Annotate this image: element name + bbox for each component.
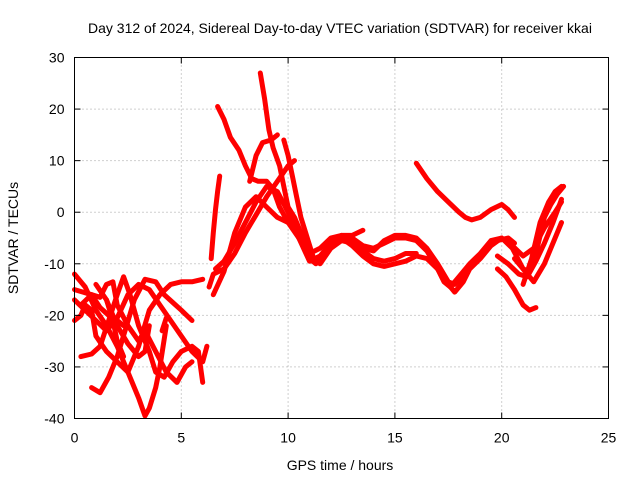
series-arc-9 [104,297,127,360]
series-arc-6 [89,276,195,396]
series-arc-8 [72,287,127,329]
series-arc-5 [78,274,206,385]
x-tick-label: 0 [71,430,79,446]
data-series-group [72,70,567,419]
y-tick-label: -40 [44,411,64,427]
series-arc-18 [208,173,223,262]
series-arc-10 [159,315,169,334]
x-tick-label: 15 [387,430,403,446]
x-tick-label: 25 [601,430,617,446]
x-tick-label: 20 [494,430,510,446]
series-arc-1 [72,271,169,419]
y-tick-label: -20 [44,307,64,323]
axis-ticks: 0 5 10 15 20 25 -40 -30 -20 -10 0 10 20 30 [44,50,616,446]
y-tick-label: 30 [49,50,65,66]
series-arc-12 [210,194,419,298]
y-tick-label: -10 [44,256,64,272]
series-arc-16 [247,132,280,184]
series-arc-3 [72,276,206,375]
x-tick-label: 10 [280,430,296,446]
series-arc-23 [494,196,564,280]
series-arc-14 [215,104,366,256]
y-tick-label: -30 [44,359,64,375]
x-axis-title: GPS time / hours [287,457,394,473]
x-tick-label: 5 [177,430,185,446]
plot-frame [74,57,609,419]
series-arc-19 [413,160,517,223]
y-tick-label: 20 [49,101,65,117]
series-arc-17 [281,137,517,287]
series-arc-22 [520,183,564,287]
chart-title: Day 312 of 2024, Sidereal Day-to-day VTE… [88,20,592,36]
y-tick-label: 0 [57,204,65,220]
y-tick-label: 10 [49,153,65,169]
y-axis-title: SDTVAR / TECUs [5,182,21,294]
series-arc-21 [512,183,567,274]
series-arc-20 [494,266,539,313]
